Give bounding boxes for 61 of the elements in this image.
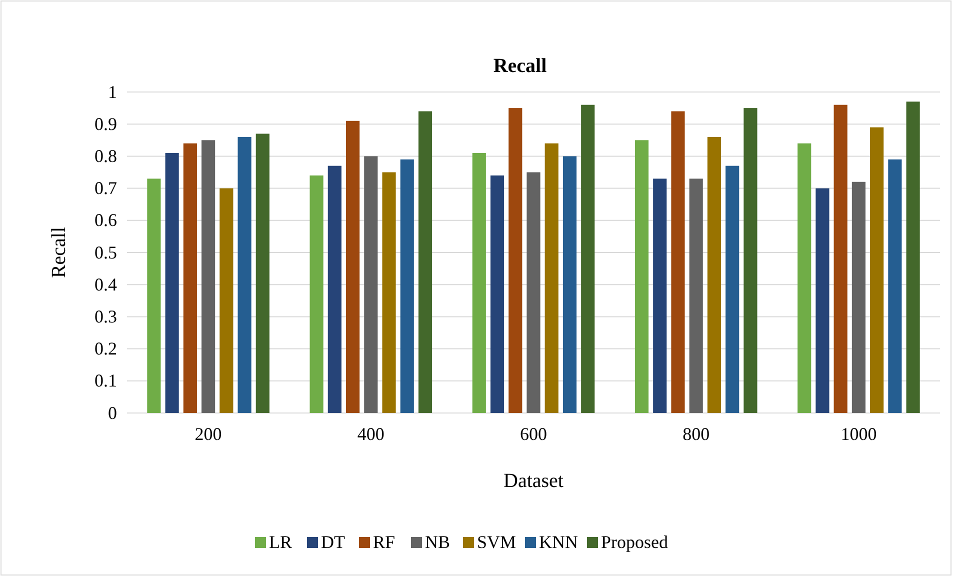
legend-label: DT <box>321 532 345 552</box>
y-tick-label: 0.3 <box>94 306 117 326</box>
bar <box>671 111 685 413</box>
bar <box>798 143 812 413</box>
legend-label: LR <box>269 532 292 552</box>
bar <box>707 136 722 413</box>
bar <box>472 152 486 413</box>
x-tick-label: 1000 <box>840 424 877 444</box>
y-tick-label: 0.2 <box>94 338 117 359</box>
y-tick-label: 0.6 <box>94 210 117 230</box>
bar <box>634 140 649 413</box>
x-tick-label: 200 <box>194 424 222 444</box>
legend-label: NB <box>425 532 450 552</box>
y-tick-label: 0.9 <box>94 114 117 134</box>
bar <box>689 178 703 413</box>
bar <box>346 120 360 413</box>
bar <box>653 178 667 413</box>
y-tick-label: 1 <box>108 82 117 102</box>
bar <box>508 108 522 413</box>
y-tick-label: 0 <box>108 402 117 423</box>
bar <box>256 134 270 413</box>
legend-label: SVM <box>477 532 516 552</box>
x-tick-label: 600 <box>520 424 547 444</box>
bar <box>202 140 216 413</box>
x-axis-title: Dataset <box>504 470 564 492</box>
y-tick-label: 0.8 <box>94 146 117 166</box>
bar <box>147 178 161 413</box>
x-tick-label: 800 <box>682 424 710 444</box>
bar <box>816 188 830 413</box>
bar <box>581 104 595 413</box>
bar <box>906 102 920 413</box>
y-tick-label: 0.7 <box>94 178 117 198</box>
bar <box>852 182 866 413</box>
y-tick-label: 0.4 <box>94 274 117 294</box>
legend-label: RF <box>373 532 396 552</box>
bar <box>888 159 902 413</box>
bar <box>726 166 740 413</box>
bar <box>834 104 848 413</box>
bar <box>183 143 197 413</box>
legend-label: KNN <box>539 532 578 552</box>
bar <box>418 111 432 413</box>
bar <box>562 156 577 413</box>
bar <box>310 175 324 413</box>
bar <box>328 166 342 413</box>
bar <box>744 108 758 413</box>
bar <box>490 175 504 413</box>
y-tick-label: 0.1 <box>94 370 117 391</box>
y-tick-label: 0.5 <box>94 242 117 262</box>
bar <box>382 172 396 413</box>
bar <box>220 188 234 413</box>
bar <box>544 143 558 413</box>
bar <box>526 172 540 413</box>
legend-label: Proposed <box>601 532 668 552</box>
bar <box>364 156 378 413</box>
bar <box>165 152 179 413</box>
bar <box>870 127 884 413</box>
bar <box>400 159 414 413</box>
chart-title: Recall <box>493 55 548 77</box>
bar <box>238 136 252 413</box>
y-axis-title: Recall <box>48 226 70 278</box>
x-tick-label: 400 <box>357 424 384 444</box>
